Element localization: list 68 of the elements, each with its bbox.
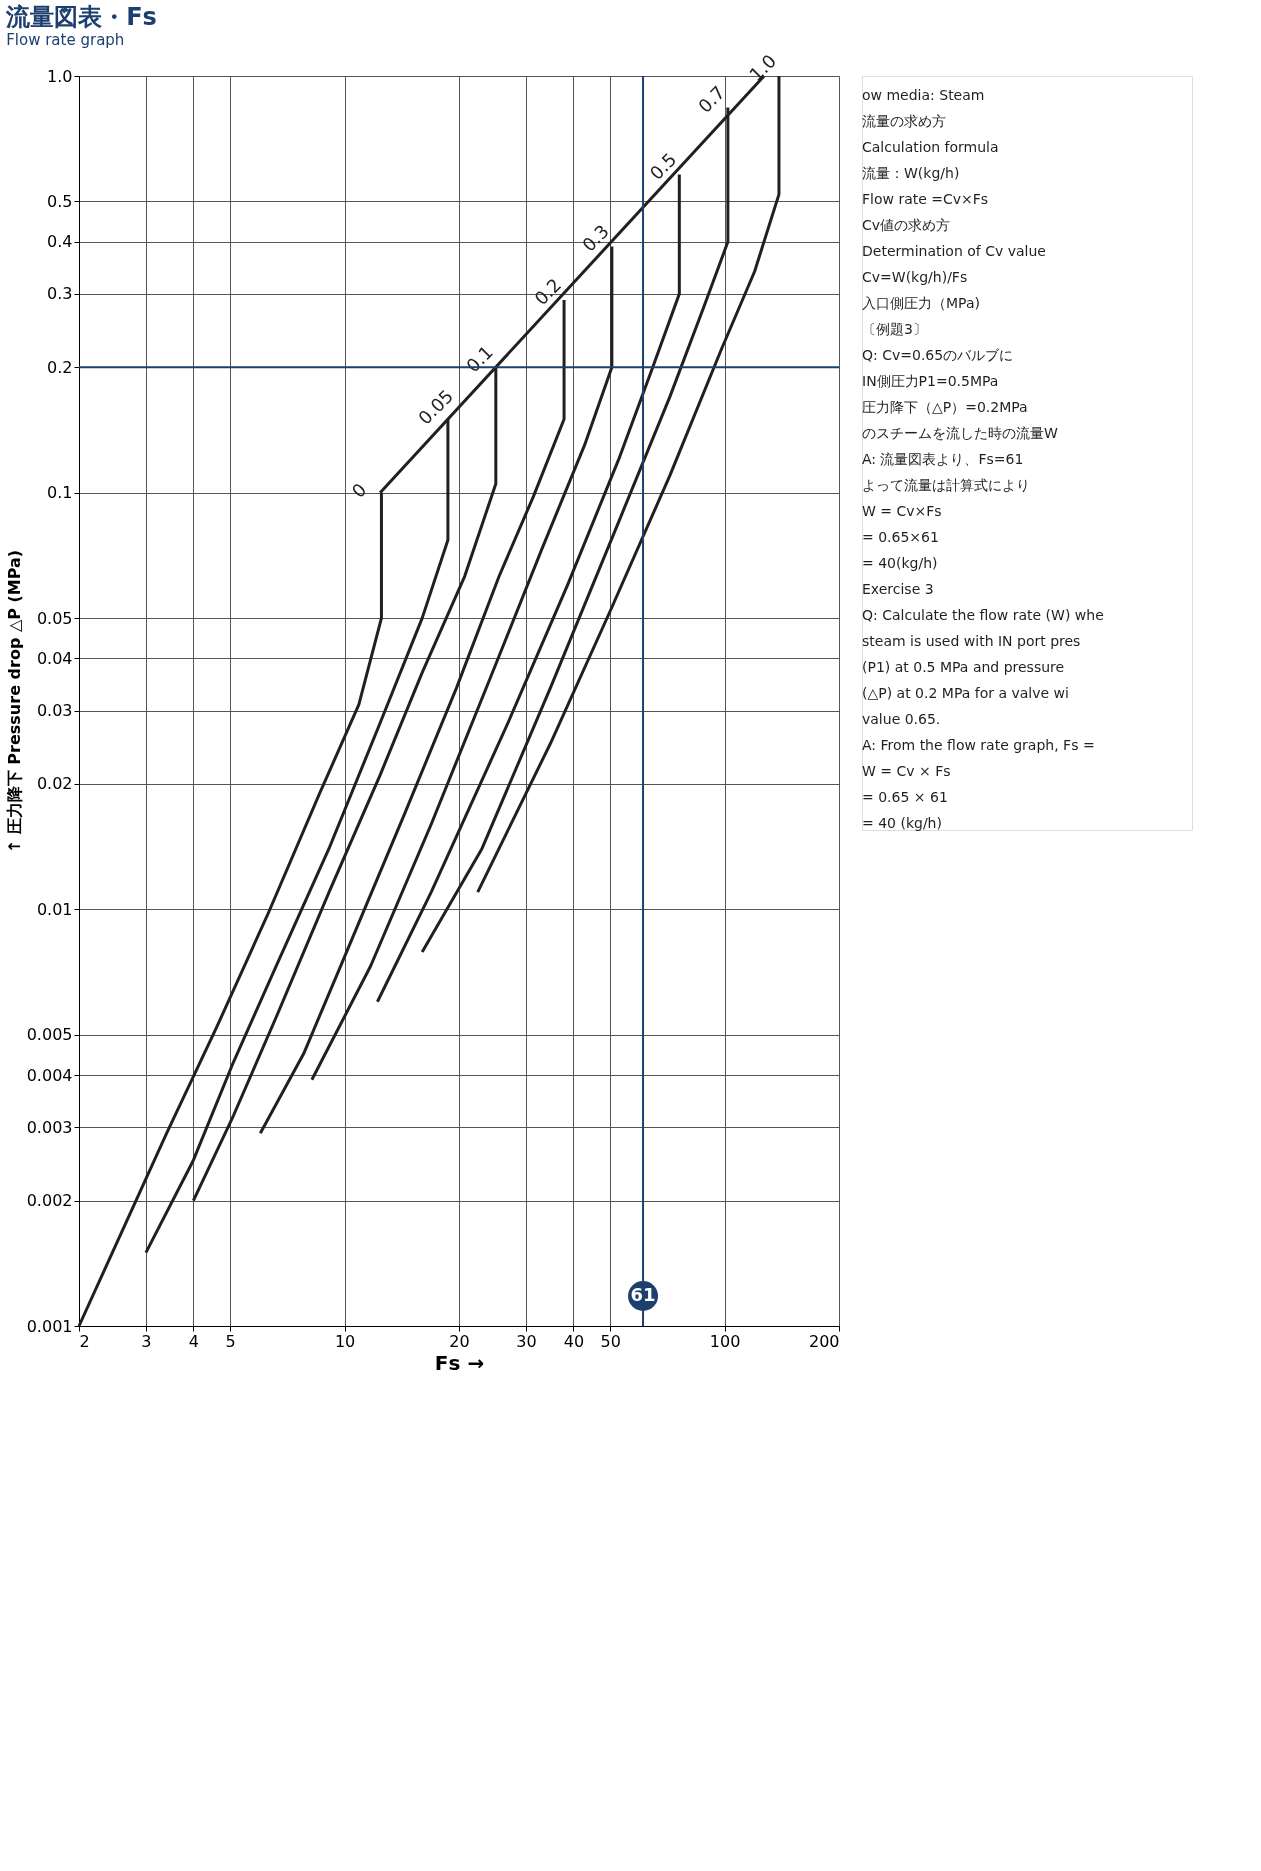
text: Cv値の求め方 bbox=[862, 217, 951, 233]
text: W = Cv×Fs bbox=[862, 503, 942, 519]
text: value 0.65. bbox=[862, 711, 941, 727]
x-tick-label: 50 bbox=[600, 1331, 621, 1351]
text: = 40 (kg/h) bbox=[862, 815, 942, 831]
ref-line-label: 61 bbox=[630, 1284, 656, 1305]
text: Calculation formula bbox=[862, 139, 999, 155]
text: Q: Cv=0.65のバルブに bbox=[862, 347, 1014, 363]
y-tick-label: 0.002 bbox=[26, 1191, 73, 1211]
text: = 0.65 × 61 bbox=[862, 789, 948, 805]
y-tick-label: 0.01 bbox=[36, 899, 73, 919]
y-tick-label: 0.5 bbox=[47, 191, 73, 211]
y-tick-label: 0.02 bbox=[36, 774, 73, 794]
x-tick-label: 200 bbox=[808, 1331, 840, 1351]
y-tick-label: 0.005 bbox=[26, 1025, 73, 1045]
text: A: From the flow rate graph, Fs = bbox=[862, 737, 1095, 753]
text: 流量の求め方 bbox=[862, 113, 946, 129]
text: (△P) at 0.2 MPa for a valve wi bbox=[862, 685, 1069, 701]
text: Determination of Cv value bbox=[862, 243, 1046, 259]
y-tick-label: 0.1 bbox=[47, 483, 73, 503]
x-tick-label: 40 bbox=[563, 1331, 585, 1351]
x-tick-label: 20 bbox=[449, 1331, 470, 1351]
text: = 40(kg/h) bbox=[862, 555, 938, 571]
text: 入口側圧力（MPa) bbox=[862, 295, 980, 311]
text: Q: Calculate the flow rate (W) whe bbox=[862, 607, 1104, 623]
x-axis-title: Fs → bbox=[434, 1350, 485, 1375]
text: steam is used with IN port pres bbox=[862, 633, 1081, 649]
y-tick-label: 0.2 bbox=[47, 357, 73, 377]
text: 0.3 bbox=[577, 220, 614, 256]
text: のスチームを流した時の流量W bbox=[862, 425, 1058, 441]
y-tick-label: 0.004 bbox=[26, 1065, 73, 1085]
text: Exercise 3 bbox=[862, 581, 934, 597]
text: 0.1 bbox=[461, 341, 497, 377]
y-axis-title: ↑ 圧力降下 Pressure drop △P (MPa) bbox=[4, 549, 24, 854]
x-tick-label: 10 bbox=[334, 1331, 356, 1351]
text: 0.5 bbox=[645, 148, 681, 184]
text: 〔例題3〕 bbox=[862, 321, 927, 337]
y-tick-label: 0.3 bbox=[47, 284, 73, 304]
text: = 0.65×61 bbox=[862, 529, 939, 545]
text: 0 bbox=[347, 478, 371, 502]
x-tick-label: 100 bbox=[709, 1331, 741, 1351]
text: ow media: Steam bbox=[862, 87, 985, 103]
text: W = Cv × Fs bbox=[862, 763, 951, 779]
y-tick-label: 0.03 bbox=[36, 701, 73, 721]
text: Flow rate =Cv×Fs bbox=[862, 191, 989, 207]
x-tick-label: 2 bbox=[79, 1331, 90, 1351]
y-tick-label: 1.0 bbox=[47, 66, 73, 86]
text: IN側圧力P1=0.5MPa bbox=[862, 373, 999, 389]
y-tick-label: 0.4 bbox=[47, 232, 73, 252]
chart-subtitle: Flow rate graph bbox=[6, 31, 125, 50]
text: A: 流量図表より、Fs=61 bbox=[862, 451, 1024, 467]
y-tick-label: 0.003 bbox=[26, 1117, 73, 1137]
text: Cv=W(kg/h)/Fs bbox=[862, 269, 968, 285]
text: 0.7 bbox=[693, 81, 730, 117]
y-tick-label: 0.05 bbox=[36, 608, 73, 628]
x-tick-label: 3 bbox=[141, 1331, 152, 1351]
x-tick-label: 5 bbox=[225, 1331, 236, 1351]
text: 圧力降下（△P）=0.2MPa bbox=[862, 399, 1028, 415]
text: 1.0 bbox=[745, 50, 781, 86]
chart-title: 流量図表・Fs bbox=[5, 3, 157, 32]
x-tick-label: 30 bbox=[516, 1331, 537, 1351]
y-tick-label: 0.04 bbox=[36, 648, 73, 668]
text: よって流量は計算式により bbox=[862, 477, 1030, 493]
text: 流量：W(kg/h) bbox=[862, 165, 960, 181]
text: (P1) at 0.5 MPa and pressure bbox=[862, 659, 1065, 675]
y-tick-label: 0.001 bbox=[26, 1316, 73, 1336]
x-tick-label: 4 bbox=[188, 1331, 199, 1351]
text: 0.2 bbox=[530, 274, 566, 310]
